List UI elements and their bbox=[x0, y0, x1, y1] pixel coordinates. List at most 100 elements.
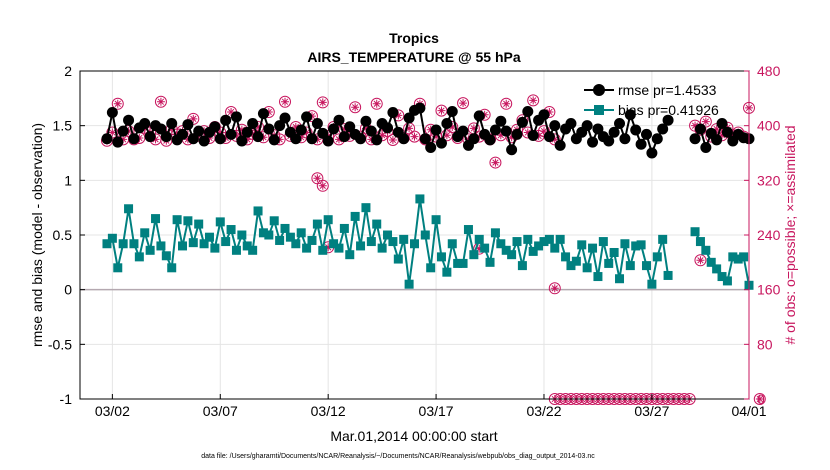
legend-bias-marker bbox=[594, 105, 604, 115]
obs-assimilated-asterisk bbox=[712, 125, 721, 134]
rmse-point bbox=[247, 117, 259, 129]
rmse-point bbox=[112, 136, 124, 148]
bias-point bbox=[253, 206, 263, 216]
x-axis-ticks: 03/02 03/07 03/12 03/17 03/22 03/27 04/01 bbox=[95, 394, 767, 419]
obs-marker bbox=[279, 95, 292, 108]
obs-marker bbox=[435, 104, 448, 117]
rmse-point bbox=[144, 131, 156, 143]
y-axis-label: rmse and bias (model - observation) bbox=[29, 123, 45, 347]
bias-point bbox=[420, 230, 430, 240]
obs-assimilated-asterisk bbox=[475, 132, 484, 141]
obs-possible-circle bbox=[154, 95, 167, 108]
obs-marker bbox=[527, 94, 540, 107]
rmse-point bbox=[506, 144, 518, 156]
bias-point bbox=[593, 272, 603, 282]
rmse-point bbox=[511, 128, 523, 140]
bias-point bbox=[339, 223, 349, 233]
obs-marker bbox=[154, 95, 167, 108]
bias-point bbox=[372, 219, 382, 229]
rmse-point bbox=[360, 115, 372, 127]
rmse-point bbox=[700, 142, 712, 154]
rmse-point bbox=[419, 133, 431, 145]
obs-assimilated-asterisk bbox=[113, 99, 122, 108]
bias-point bbox=[534, 241, 544, 251]
rmse-point bbox=[306, 133, 318, 145]
bias-point bbox=[539, 237, 549, 247]
obs-assimilated-asterisk bbox=[167, 125, 176, 134]
rmse-point bbox=[430, 124, 442, 136]
obs-marker bbox=[111, 97, 124, 110]
obs-assimilated-asterisk bbox=[448, 123, 457, 132]
obs-possible-circle bbox=[111, 97, 124, 110]
rmse-point bbox=[581, 120, 593, 132]
obs-possible-circle bbox=[457, 97, 470, 110]
obs-assimilated-asterisk bbox=[388, 136, 397, 145]
rmse-point bbox=[209, 121, 221, 133]
obs-possible-circle bbox=[694, 254, 707, 267]
y-tick-label: 2 bbox=[64, 63, 72, 79]
bias-point bbox=[215, 217, 225, 227]
obs-marker bbox=[548, 282, 561, 295]
bias-point bbox=[366, 237, 376, 247]
bias-point bbox=[728, 252, 738, 262]
bias-point bbox=[647, 279, 657, 289]
data-file-footnote: data file: /Users/gharamti/Documents/NCA… bbox=[201, 453, 595, 460]
y-axis-ticks: -1 -0.5 0 0.5 1 1.5 2 bbox=[48, 63, 85, 407]
obs-assimilated-asterisk bbox=[405, 124, 414, 133]
bias-point bbox=[485, 257, 495, 267]
rmse-point bbox=[635, 138, 647, 150]
rmse-point bbox=[177, 128, 189, 140]
rmse-point bbox=[403, 112, 415, 124]
bias-point bbox=[334, 243, 344, 253]
rmse-point bbox=[689, 133, 701, 145]
rmse-point bbox=[495, 115, 507, 127]
bias-point bbox=[550, 243, 560, 253]
bias-point bbox=[577, 240, 587, 250]
bias-point bbox=[350, 211, 360, 221]
obs-assimilated-asterisk bbox=[254, 123, 263, 132]
obs-assimilated-asterisk bbox=[480, 110, 489, 119]
bias-point bbox=[291, 239, 301, 249]
rmse-point bbox=[193, 125, 205, 137]
obs-assimilated-asterisk bbox=[334, 135, 343, 144]
bias-point bbox=[631, 241, 641, 251]
rmse-point bbox=[441, 117, 453, 129]
rmse-point bbox=[295, 124, 307, 136]
obs-assimilated-asterisk bbox=[545, 108, 554, 116]
y-right-tick-label: 160 bbox=[757, 282, 781, 298]
obs-assimilated-asterisk bbox=[550, 284, 559, 293]
y-axis-right-label: # of obs: o=possible; ×=assimilated bbox=[782, 125, 798, 344]
bias-point bbox=[399, 234, 409, 244]
rmse-point bbox=[225, 128, 237, 140]
rmse-point bbox=[603, 135, 615, 147]
bias-point bbox=[356, 241, 366, 251]
bias-point bbox=[178, 241, 188, 251]
obs-assimilated-asterisk bbox=[313, 174, 322, 183]
bias-point bbox=[717, 272, 727, 282]
bias-point bbox=[199, 239, 209, 249]
bias-point bbox=[598, 237, 608, 247]
bias-point bbox=[285, 232, 295, 242]
obs-assimilated-asterisk bbox=[205, 133, 214, 142]
rmse-point bbox=[355, 133, 367, 145]
obs-marker bbox=[408, 130, 421, 143]
rmse-point bbox=[425, 142, 437, 154]
bias-point bbox=[383, 230, 393, 240]
bias-point bbox=[695, 237, 705, 247]
chart-title: Tropics bbox=[389, 30, 439, 46]
rmse-point bbox=[328, 123, 340, 135]
rmse-point bbox=[387, 107, 399, 119]
obs-marker bbox=[311, 172, 324, 185]
rmse-point bbox=[101, 133, 113, 145]
bias-point bbox=[609, 247, 619, 257]
obs-marker bbox=[457, 97, 470, 110]
obs-assimilated-asterisk bbox=[691, 121, 700, 130]
obs-assimilated-asterisk bbox=[491, 158, 500, 167]
y-tick-label: 0.5 bbox=[53, 227, 73, 243]
obs-assimilated-asterisk bbox=[237, 125, 246, 134]
bias-point bbox=[323, 215, 333, 225]
obs-marker bbox=[500, 97, 513, 110]
obs-assimilated-asterisk bbox=[151, 135, 160, 144]
obs-assimilated-asterisk bbox=[696, 256, 705, 265]
